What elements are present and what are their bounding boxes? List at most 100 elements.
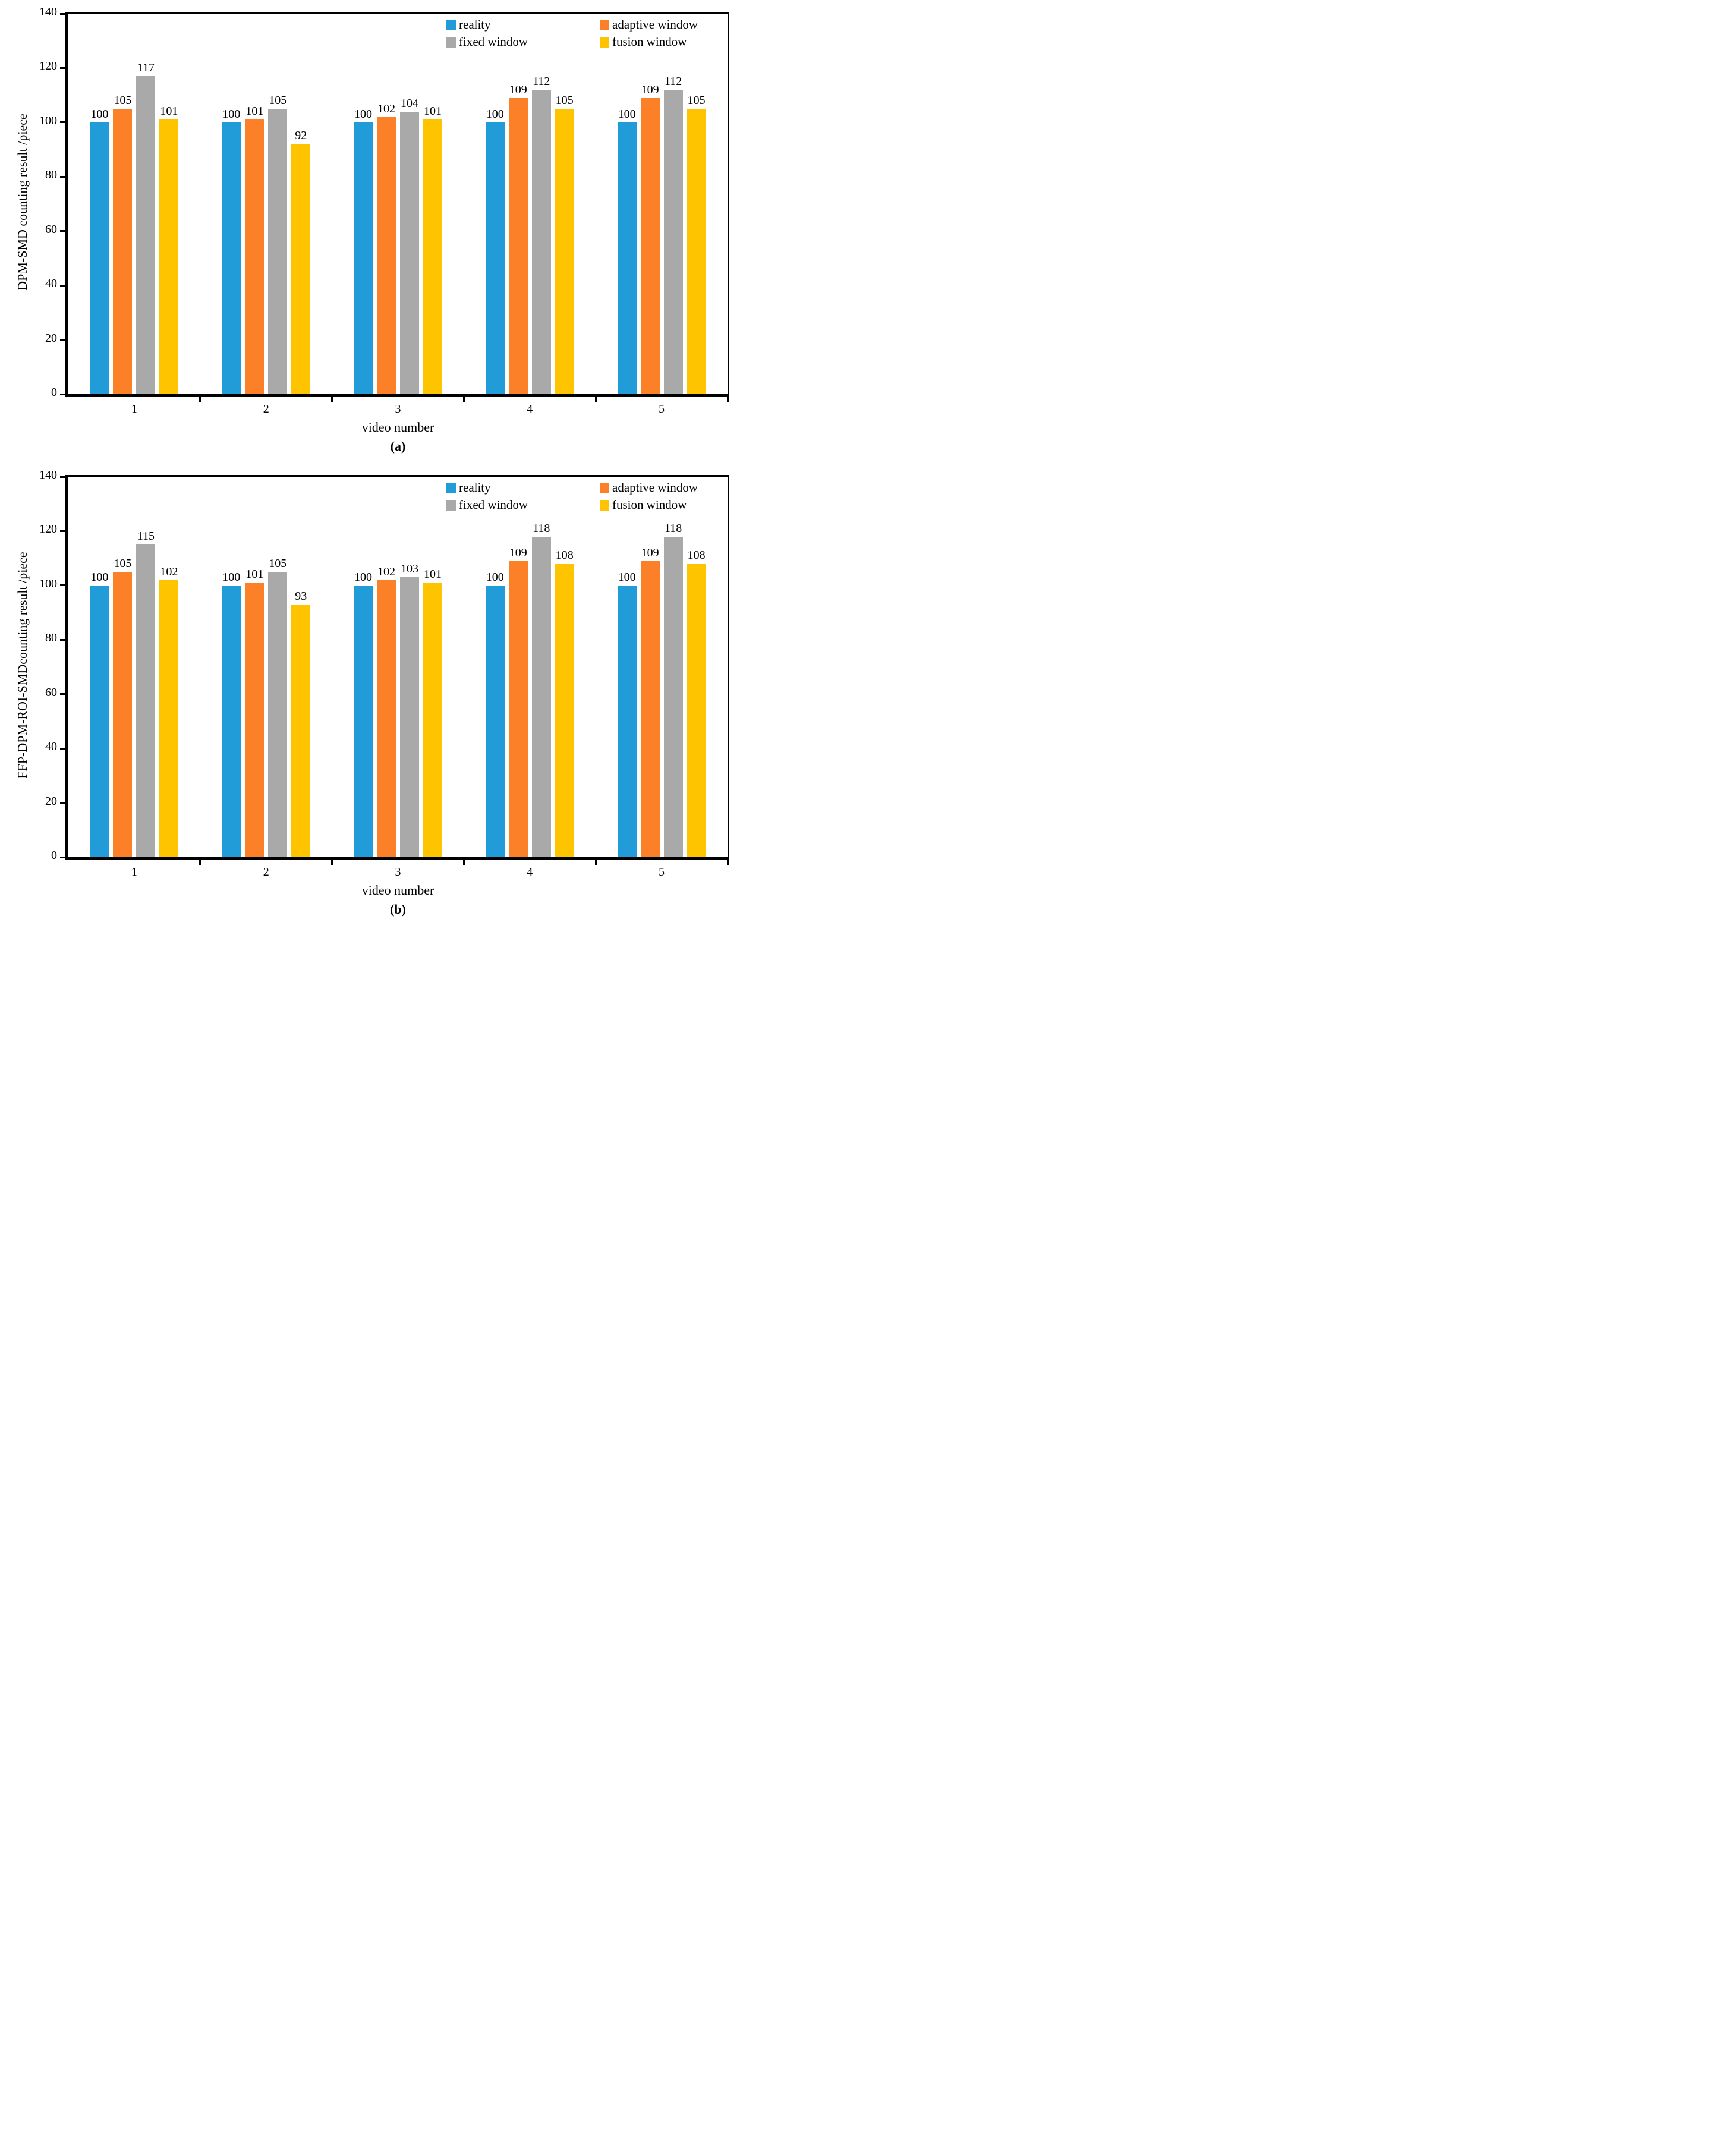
bar-value-label: 109 [509, 546, 527, 559]
bar-value-label: 105 [114, 94, 132, 107]
bar-value-label: 118 [664, 521, 682, 535]
y-axis-tick [60, 530, 66, 532]
x-axis-tick [594, 860, 597, 865]
legend-label: reality [459, 480, 491, 495]
bar-value-label: 100 [486, 570, 504, 584]
y-tick-label: 40 [45, 277, 57, 291]
legend-label: fusion window [612, 498, 687, 512]
category-label: 4 [527, 865, 533, 879]
bar-reality-video-5 [617, 585, 637, 857]
category-label: 5 [659, 402, 665, 416]
y-tick-label: 20 [45, 331, 57, 345]
y-tick-label: 140 [39, 468, 57, 481]
bar-value-label: 101 [245, 568, 264, 581]
bar-value-label: 104 [401, 96, 418, 110]
legend-item-fixed-window: fixed window [446, 499, 600, 511]
x-axis-tick [462, 860, 465, 865]
bar-fusion-window-video-2 [291, 144, 311, 394]
legend-swatch [446, 482, 456, 493]
bar-fusion-window-video-5 [687, 109, 706, 394]
plot-area: reality adaptive window fixed window fusion… [60, 12, 729, 402]
bar-value-label: 105 [114, 557, 132, 570]
panel-label: (a) [390, 439, 406, 454]
bar-value-label: 109 [641, 83, 659, 96]
category-label: 1 [131, 402, 137, 416]
y-axis-tick [60, 12, 66, 15]
legend-label: fixed window [459, 34, 528, 49]
bar-fixed-window-video-3 [400, 111, 419, 394]
bar-value-label: 100 [618, 107, 636, 121]
y-tick-label: 100 [39, 114, 57, 127]
y-tick-label: 0 [51, 849, 57, 862]
legend-swatch [446, 19, 456, 30]
bar-fixed-window-video-4 [531, 90, 551, 394]
bar-value-label: 108 [555, 549, 574, 562]
y-tick-label: 60 [45, 685, 57, 699]
bar-fixed-window-video-2 [268, 109, 288, 394]
bar-value-label: 118 [533, 521, 550, 535]
bar-value-label: 117 [137, 61, 155, 75]
category-label: 2 [263, 865, 269, 879]
chart-legend: reality adaptive window fixed window fusion… [446, 18, 698, 48]
legend-item-fusion-window: fusion window [600, 36, 698, 48]
y-axis-tick [60, 584, 66, 587]
bar-value-label: 103 [401, 562, 418, 576]
y-tick-label: 0 [51, 386, 57, 399]
legend-swatch [446, 36, 456, 48]
x-axis-tick [726, 860, 729, 865]
y-tick-label: 100 [39, 577, 57, 590]
y-axis-tick [60, 747, 66, 750]
plot-area: reality adaptive window fixed window fusion… [60, 475, 729, 865]
chart-panel-a: DPM-SMD counting result /piece 0 20 40 60 80… [0, 0, 737, 463]
bar-adaptive-window-video-2 [245, 583, 265, 857]
bar-value-label: 100 [222, 570, 241, 584]
legend-swatch [600, 36, 609, 48]
legend-swatch [600, 482, 609, 493]
x-axis-tick [726, 397, 729, 402]
y-axis-tick [60, 802, 66, 804]
y-axis-tick [60, 393, 66, 395]
bar-value-label: 100 [354, 107, 372, 121]
x-axis-title: video number [361, 883, 434, 898]
bar-fixed-window-video-1 [136, 544, 156, 857]
bar-reality-video-3 [354, 122, 373, 394]
legend-item-fixed-window: fixed window [446, 36, 600, 48]
figure-page: DPM-SMD counting result /piece 0 20 40 60 80… [0, 0, 737, 926]
bar-value-label: 102 [377, 102, 395, 115]
bar-adaptive-window-video-1 [113, 572, 133, 857]
bar-fixed-window-video-4 [531, 536, 551, 857]
bar-value-label: 105 [687, 94, 706, 107]
y-tick-label: 120 [39, 59, 57, 73]
legend-item-adaptive-window: adaptive window [600, 481, 698, 494]
y-tick-label: 120 [39, 523, 57, 536]
bar-fixed-window-video-3 [400, 577, 419, 857]
bar-value-label: 100 [90, 570, 109, 584]
bar-value-label: 101 [424, 105, 442, 118]
legend-label: reality [459, 17, 491, 32]
bar-adaptive-window-video-5 [640, 561, 660, 857]
bar-reality-video-5 [617, 122, 637, 394]
bar-value-label: 115 [137, 530, 155, 543]
bar-reality-video-4 [485, 585, 505, 857]
category-label: 1 [131, 865, 137, 879]
y-axis-tick [60, 856, 66, 858]
x-axis-title: video number [361, 420, 434, 435]
legend-swatch [446, 499, 456, 511]
bar-value-label: 100 [354, 570, 372, 584]
x-axis-tick [462, 397, 465, 402]
y-tick-label: 80 [45, 168, 57, 182]
bar-value-label: 100 [486, 107, 504, 121]
bar-value-label: 108 [687, 549, 706, 562]
category-label: 5 [659, 865, 665, 879]
category-label: 2 [263, 402, 269, 416]
bar-adaptive-window-video-2 [245, 119, 265, 394]
legend-item-adaptive-window: adaptive window [600, 18, 698, 31]
y-axis-tick [60, 693, 66, 695]
legend-label: fixed window [459, 498, 528, 512]
category-label: 4 [527, 402, 533, 416]
panel-label: (b) [390, 902, 406, 917]
y-axis-tick [60, 67, 66, 69]
bar-fusion-window-video-4 [555, 564, 574, 857]
x-axis-tick [594, 397, 597, 402]
